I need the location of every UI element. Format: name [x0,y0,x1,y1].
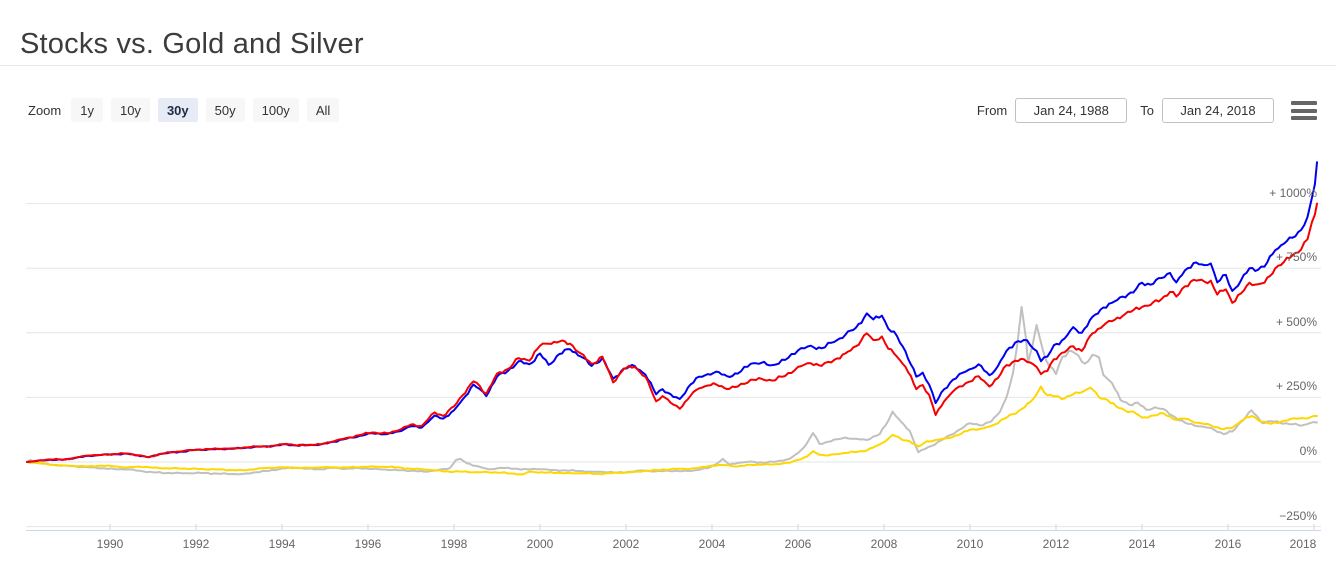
title-divider [0,65,1336,66]
x-axis-label: 2012 [1042,537,1070,551]
x-axis-label: 2014 [1128,537,1156,551]
zoom-button-100y[interactable]: 100y [252,98,299,122]
x-axis-label: 1998 [440,537,468,551]
hamburger-icon [1291,108,1317,113]
zoom-button-1y[interactable]: 1y [71,98,103,122]
zoom-button-30y[interactable]: 30y [157,98,198,122]
x-axis-label: 2008 [870,537,898,551]
page-title: Stocks vs. Gold and Silver [20,28,364,61]
x-axis-label: 2018 [1289,537,1317,551]
x-axis-label: 2016 [1214,537,1242,551]
chart-context-menu-button[interactable] [1291,101,1317,120]
x-axis-label: 2000 [526,537,554,551]
from-date-input[interactable] [1015,98,1128,123]
x-axis-label: 1990 [96,537,124,551]
hamburger-icon [1291,101,1317,105]
zoom-button-group: Zoom 1y 10y 30y 50y 100y All [28,98,347,122]
zoom-label: Zoom [28,102,62,118]
hamburger-icon [1291,116,1317,120]
x-axis-label: 2010 [956,537,984,551]
zoom-button-all[interactable]: All [306,98,340,122]
x-axis-label: 1992 [182,537,210,551]
x-axis-label: 1994 [268,537,296,551]
chart-plot-area[interactable] [26,140,1321,530]
zoom-button-10y[interactable]: 10y [110,98,150,122]
x-axis-label: 2006 [784,537,812,551]
zoom-button-50y[interactable]: 50y [205,98,245,122]
date-range-group: From To [977,98,1317,123]
x-axis-label: 1996 [354,537,382,551]
chart-toolbar: Zoom 1y 10y 30y 50y 100y All From To [0,98,1336,126]
from-label: From [976,103,1008,118]
to-label: To [1140,103,1154,118]
x-axis-label: 2004 [698,537,726,551]
x-axis-label: 2002 [612,537,640,551]
to-date-input[interactable] [1162,98,1274,123]
